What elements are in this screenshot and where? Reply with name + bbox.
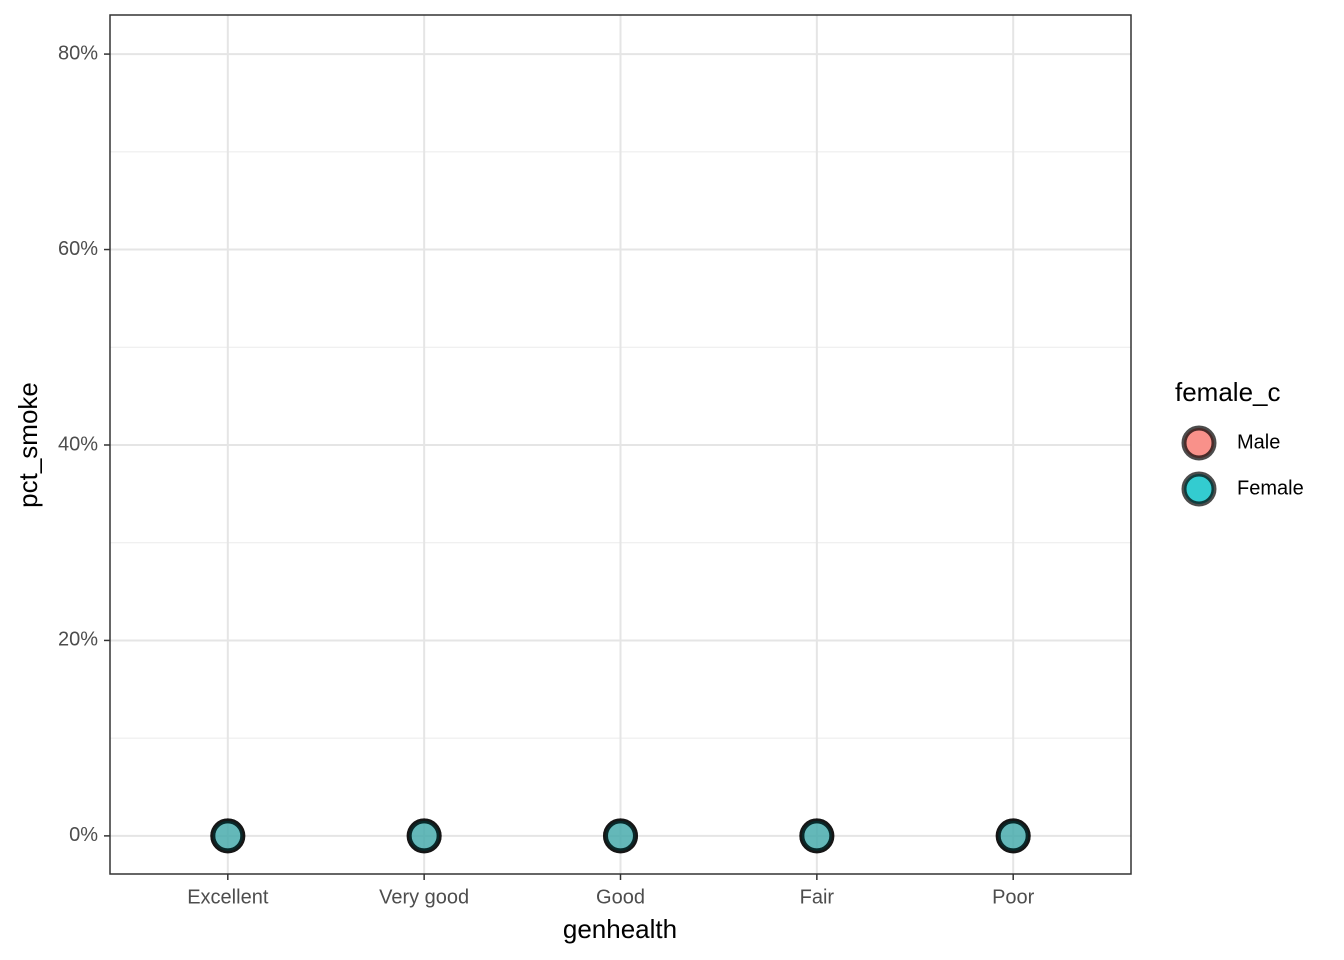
y-tick-label: 20% — [58, 629, 98, 651]
point — [406, 818, 442, 854]
legend-label: Female — [1237, 477, 1304, 499]
x-tick-label: Fair — [800, 886, 835, 908]
legend-key — [1181, 425, 1217, 461]
y-axis-title: pct_smoke — [13, 382, 43, 508]
y-tick-label: 0% — [69, 824, 98, 846]
y-tick-label: 60% — [58, 238, 98, 260]
y-tick-label: 80% — [58, 42, 98, 64]
y-tick-label: 40% — [58, 433, 98, 455]
x-tick-label: Very good — [379, 886, 469, 908]
point — [995, 818, 1031, 854]
legend-title: female_c — [1175, 377, 1281, 407]
legend-label: Male — [1237, 431, 1280, 453]
x-tick-label: Good — [596, 886, 645, 908]
x-tick-label: Excellent — [187, 886, 269, 908]
point — [603, 818, 638, 854]
point — [799, 818, 835, 854]
x-axis-title: genhealth — [563, 914, 677, 944]
point — [210, 818, 246, 854]
panel-border — [109, 14, 1132, 875]
x-tick-label: Poor — [992, 886, 1035, 908]
legend-key — [1181, 471, 1217, 507]
